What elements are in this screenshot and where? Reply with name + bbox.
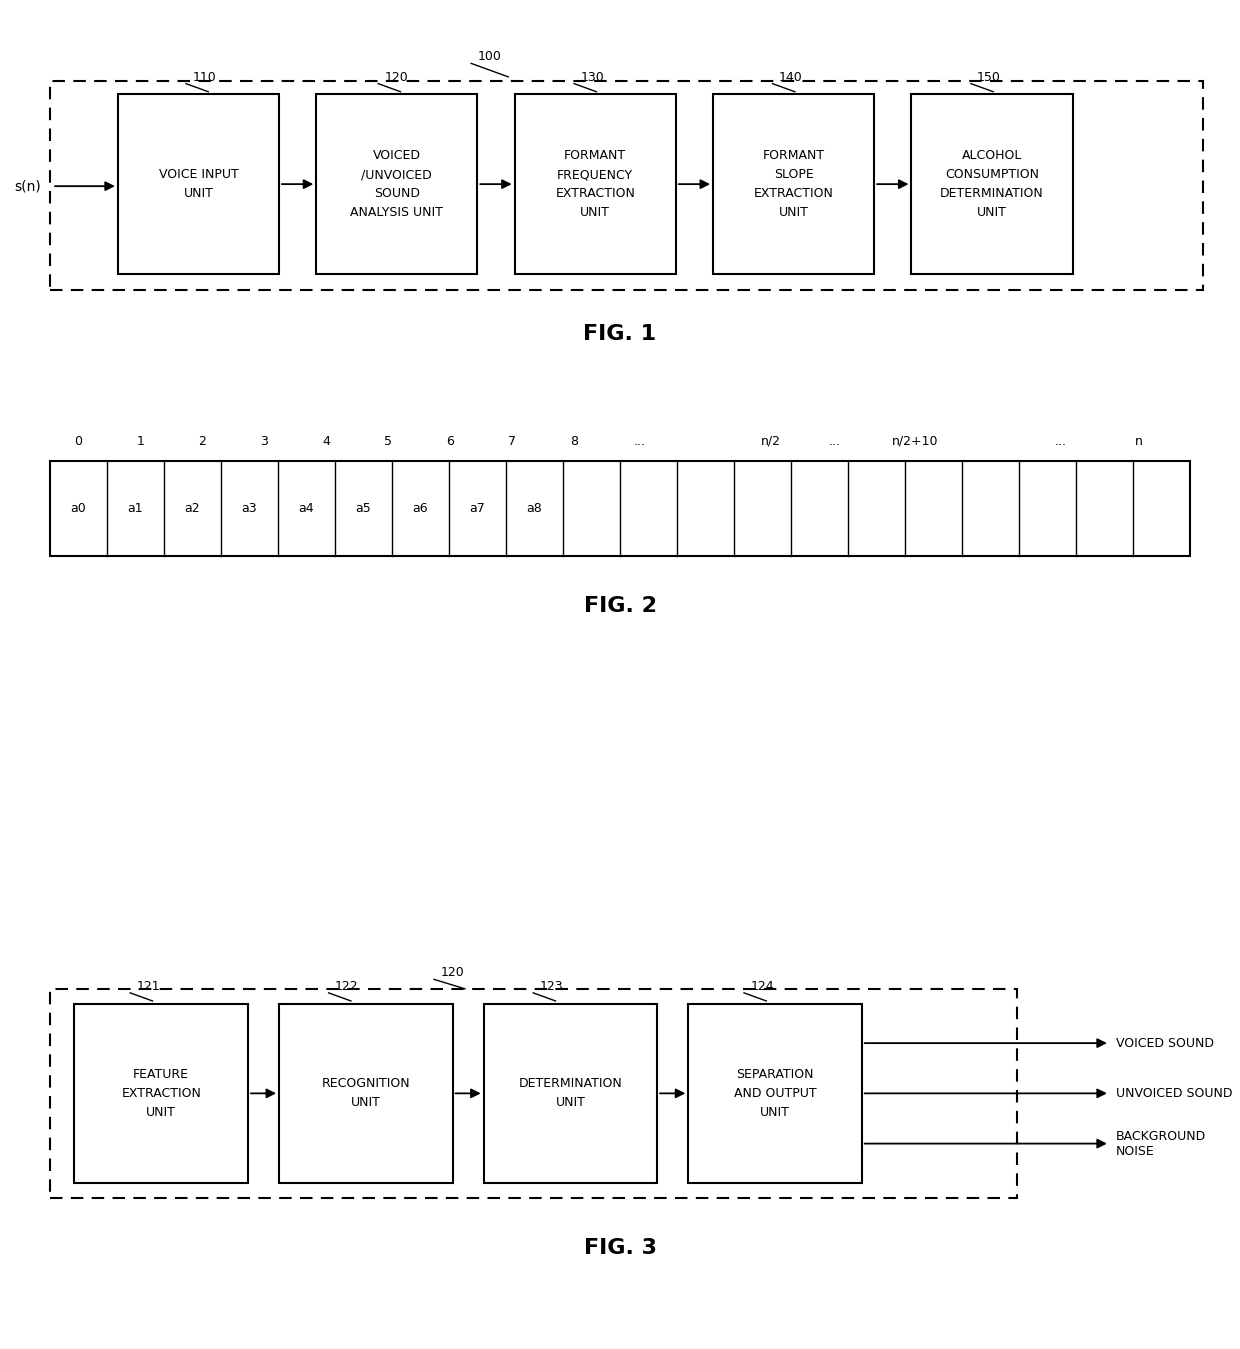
- Text: 140: 140: [779, 70, 802, 84]
- Text: FORMANT
SLOPE
EXTRACTION
UNIT: FORMANT SLOPE EXTRACTION UNIT: [754, 150, 833, 219]
- Text: FIG. 3: FIG. 3: [584, 1238, 656, 1259]
- Text: RECOGNITION
UNIT: RECOGNITION UNIT: [321, 1078, 410, 1109]
- Text: 110: 110: [192, 70, 216, 84]
- Text: a0: a0: [71, 502, 86, 515]
- FancyBboxPatch shape: [74, 1004, 248, 1183]
- Text: ...: ...: [634, 434, 646, 448]
- Text: a5: a5: [356, 502, 371, 515]
- Text: 120: 120: [440, 966, 464, 979]
- FancyBboxPatch shape: [911, 94, 1073, 274]
- Text: 100: 100: [477, 50, 501, 63]
- Text: UNVOICED SOUND: UNVOICED SOUND: [1116, 1087, 1233, 1099]
- Text: s(n): s(n): [14, 179, 41, 193]
- Text: a1: a1: [128, 502, 143, 515]
- Text: FORMANT
FREQUENCY
EXTRACTION
UNIT: FORMANT FREQUENCY EXTRACTION UNIT: [556, 150, 635, 219]
- Text: n: n: [1135, 434, 1142, 448]
- Text: 7: 7: [508, 434, 516, 448]
- Text: 4: 4: [322, 434, 330, 448]
- Text: 6: 6: [446, 434, 454, 448]
- Text: 130: 130: [580, 70, 604, 84]
- FancyBboxPatch shape: [713, 94, 874, 274]
- FancyBboxPatch shape: [484, 1004, 657, 1183]
- FancyBboxPatch shape: [316, 94, 477, 274]
- Text: 2: 2: [198, 434, 206, 448]
- Text: FIG. 2: FIG. 2: [584, 596, 656, 616]
- Text: 120: 120: [384, 70, 408, 84]
- Text: 150: 150: [977, 70, 1001, 84]
- Text: 8: 8: [570, 434, 578, 448]
- Text: ALCOHOL
CONSUMPTION
DETERMINATION
UNIT: ALCOHOL CONSUMPTION DETERMINATION UNIT: [940, 150, 1044, 219]
- FancyBboxPatch shape: [118, 94, 279, 274]
- FancyBboxPatch shape: [688, 1004, 862, 1183]
- Text: 122: 122: [335, 979, 358, 993]
- Text: ...: ...: [828, 434, 841, 448]
- Text: 123: 123: [539, 979, 563, 993]
- FancyBboxPatch shape: [50, 989, 1017, 1198]
- FancyBboxPatch shape: [50, 81, 1203, 290]
- Text: 5: 5: [384, 434, 392, 448]
- Text: FEATURE
EXTRACTION
UNIT: FEATURE EXTRACTION UNIT: [122, 1068, 201, 1118]
- Text: n/2: n/2: [761, 434, 781, 448]
- FancyBboxPatch shape: [279, 1004, 453, 1183]
- Text: 1: 1: [136, 434, 144, 448]
- Text: VOICED SOUND: VOICED SOUND: [1116, 1036, 1214, 1050]
- Text: DETERMINATION
UNIT: DETERMINATION UNIT: [518, 1078, 622, 1109]
- Text: VOICED
/UNVOICED
SOUND
ANALYSIS UNIT: VOICED /UNVOICED SOUND ANALYSIS UNIT: [351, 150, 443, 219]
- Text: a6: a6: [413, 502, 428, 515]
- Text: SEPARATION
AND OUTPUT
UNIT: SEPARATION AND OUTPUT UNIT: [734, 1068, 816, 1118]
- FancyBboxPatch shape: [515, 94, 676, 274]
- Text: FIG. 1: FIG. 1: [584, 324, 656, 344]
- Text: 3: 3: [260, 434, 268, 448]
- Text: ...: ...: [1054, 434, 1066, 448]
- Text: a3: a3: [242, 502, 257, 515]
- Text: 121: 121: [136, 979, 160, 993]
- Text: BACKGROUND
NOISE: BACKGROUND NOISE: [1116, 1129, 1207, 1157]
- Text: 124: 124: [750, 979, 774, 993]
- Text: a8: a8: [527, 502, 542, 515]
- Text: n/2+10: n/2+10: [892, 434, 939, 448]
- Text: VOICE INPUT
UNIT: VOICE INPUT UNIT: [159, 169, 238, 200]
- Text: a7: a7: [470, 502, 485, 515]
- Text: a2: a2: [185, 502, 200, 515]
- Bar: [50, 461, 1190, 556]
- Text: a4: a4: [299, 502, 314, 515]
- Text: 0: 0: [74, 434, 82, 448]
